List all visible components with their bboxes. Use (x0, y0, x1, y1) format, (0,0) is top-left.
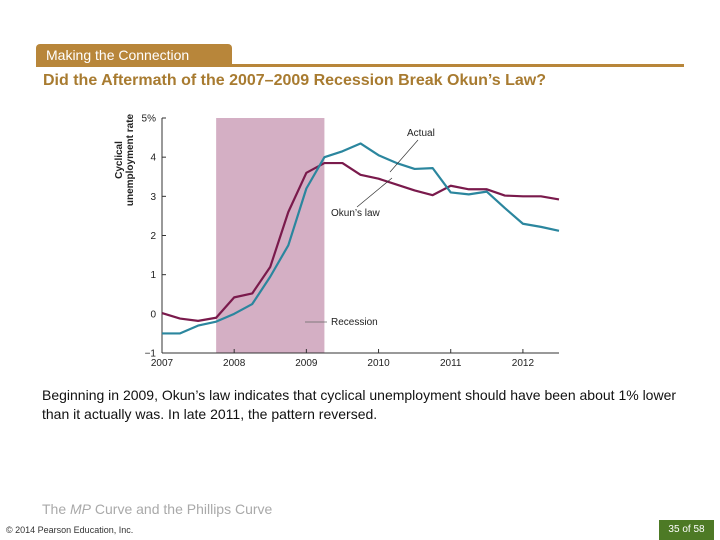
chart: −1 0 1 2 3 4 5% 2007 2008 2009 2010 2011 2012 Cyclic… (114, 113, 560, 369)
header-rule (36, 64, 684, 67)
okun-pointer (356, 177, 393, 208)
x-tick-label: 2009 (295, 358, 318, 369)
footer-title-post: Curve and the Phillips Curve (91, 501, 273, 517)
okun-label: Okun’s law (331, 208, 381, 219)
y-tick-label: 2 (150, 231, 156, 242)
copyright: © 2014 Pearson Education, Inc. (6, 525, 134, 535)
series-line-actual (162, 142, 560, 335)
series-line-okun-s-law (161, 161, 560, 322)
y-tick-label: 1 (150, 270, 156, 281)
y-tick-label: 0 (150, 309, 156, 320)
x-tick-label: 2011 (440, 358, 462, 369)
y-tick-label: 5% (142, 114, 157, 125)
footer-title: The MP Curve and the Phillips Curve (42, 501, 272, 517)
y-axis-label-line2: unemployment rate (125, 113, 136, 206)
body-text: Beginning in 2009, Okun’s law indicates … (42, 387, 677, 422)
x-tick-label: 2008 (223, 358, 246, 369)
x-tick-label: 2012 (512, 358, 535, 369)
actual-label: Actual (407, 128, 435, 139)
recession-label: Recession (331, 317, 378, 328)
footer-title-em: MP (70, 501, 92, 517)
footer-title-pre: The (42, 501, 71, 517)
section-tab: Making the Connection (36, 44, 232, 65)
y-axis-label: Cyclicalunemployment rate (114, 113, 136, 206)
actual-pointer (389, 139, 419, 173)
y-tick-label: 4 (150, 153, 156, 164)
y-tick-label: −1 (145, 349, 157, 360)
y-axis-label-line1: Cyclical (114, 141, 125, 179)
x-tick-label: 2010 (367, 358, 390, 369)
page-number: 35 of 58 (659, 520, 714, 540)
recession-band (216, 118, 325, 353)
page-title: Did the Aftermath of the 2007–2009 Reces… (43, 72, 546, 89)
x-tick-label: 2007 (151, 358, 174, 369)
y-tick-label: 3 (150, 192, 156, 203)
